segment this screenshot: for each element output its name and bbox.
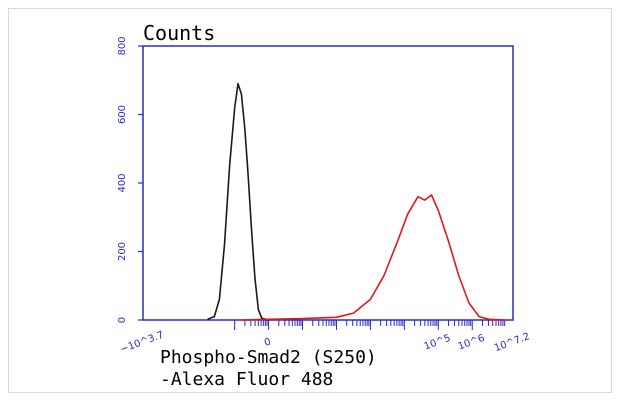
- x-tick-label: 10^6: [457, 333, 487, 353]
- y-tick-label: 200: [117, 242, 128, 261]
- x-axis-label-line2: -Alexa Fluor 488: [160, 369, 333, 390]
- chart-title: Counts: [143, 21, 215, 45]
- plot-border: [142, 45, 514, 321]
- chart-frame: [8, 8, 612, 393]
- x-tick-label: 0: [263, 336, 273, 349]
- y-tick-label: 400: [117, 173, 128, 192]
- x-axis-label-line1: Phospho-Smad2 (S250): [160, 347, 377, 368]
- axes: 0 200 400 600 800 −10^3.7 0 10^5 10^6 10^7.2: [117, 36, 531, 355]
- y-tick-label: 0: [117, 317, 128, 323]
- y-tick-label: 600: [117, 105, 128, 124]
- x-tick-label: 10^7.2: [493, 331, 532, 354]
- x-tick-label: −10^3.7: [119, 330, 165, 356]
- x-tick-label: 10^5: [423, 333, 453, 353]
- series-line-1: [207, 82, 269, 321]
- series-group: [207, 82, 507, 321]
- y-tick-label: 800: [117, 36, 128, 55]
- series-line-2: [241, 194, 507, 321]
